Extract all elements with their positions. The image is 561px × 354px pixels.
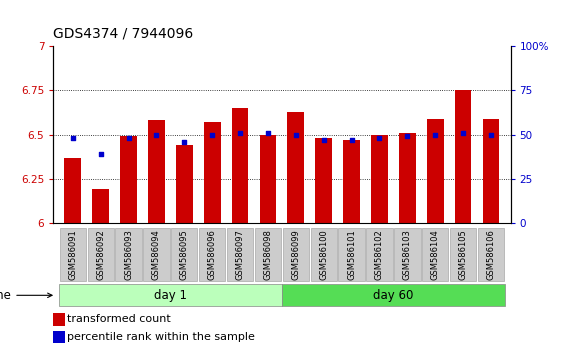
Bar [232, 108, 249, 223]
Bar [93, 189, 109, 223]
Point [319, 137, 328, 143]
Text: GSM586101: GSM586101 [347, 230, 356, 280]
Bar [65, 158, 81, 223]
Point [375, 135, 384, 141]
Text: GSM586102: GSM586102 [375, 230, 384, 280]
Point [431, 132, 440, 137]
Text: GSM586096: GSM586096 [208, 229, 217, 280]
Text: GSM586095: GSM586095 [180, 230, 189, 280]
Bar [287, 112, 304, 223]
Point [208, 132, 217, 137]
Text: percentile rank within the sample: percentile rank within the sample [67, 332, 255, 342]
Text: time: time [0, 289, 11, 302]
Point [152, 132, 161, 137]
Text: GSM586100: GSM586100 [319, 230, 328, 280]
Point [459, 130, 468, 136]
Point [180, 139, 189, 144]
Text: GSM586099: GSM586099 [291, 230, 300, 280]
Text: GSM586092: GSM586092 [96, 230, 105, 280]
Point [236, 130, 245, 136]
Point [124, 135, 133, 141]
Text: GDS4374 / 7944096: GDS4374 / 7944096 [53, 27, 194, 41]
Text: transformed count: transformed count [67, 314, 171, 324]
Text: GSM586105: GSM586105 [458, 230, 468, 280]
Text: GSM586094: GSM586094 [152, 230, 161, 280]
Bar [399, 133, 416, 223]
Point [291, 132, 300, 137]
Bar [455, 90, 471, 223]
Bar [176, 145, 192, 223]
Point [403, 133, 412, 139]
Text: day 1: day 1 [154, 289, 187, 302]
Point [96, 151, 105, 157]
Text: GSM586103: GSM586103 [403, 229, 412, 280]
Point [347, 137, 356, 143]
Point [264, 130, 273, 136]
Text: GSM586093: GSM586093 [124, 229, 133, 280]
Point [486, 132, 495, 137]
Bar [204, 122, 220, 223]
Bar [343, 140, 360, 223]
Bar [371, 135, 388, 223]
Text: day 60: day 60 [373, 289, 413, 302]
Bar [482, 119, 499, 223]
Text: GSM586097: GSM586097 [236, 229, 245, 280]
Bar [148, 120, 165, 223]
Bar [427, 119, 444, 223]
Bar [315, 138, 332, 223]
Bar [120, 136, 137, 223]
Bar [260, 135, 277, 223]
Text: GSM586098: GSM586098 [264, 229, 273, 280]
Text: GSM586106: GSM586106 [486, 229, 495, 280]
Text: GSM586104: GSM586104 [431, 230, 440, 280]
Point [68, 135, 77, 141]
Text: GSM586091: GSM586091 [68, 230, 77, 280]
